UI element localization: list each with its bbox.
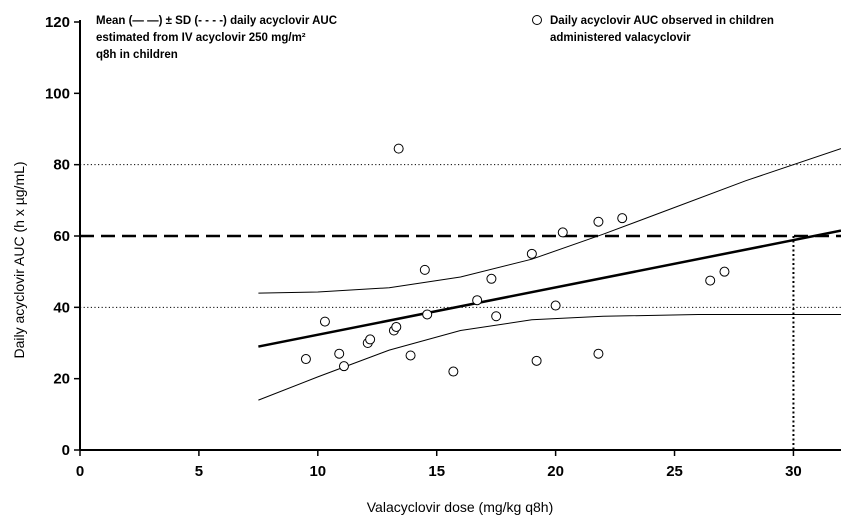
- ci-upper-curve: [258, 148, 841, 294]
- data-point: [405, 350, 416, 361]
- data-point: [705, 275, 716, 286]
- data-point: [338, 361, 349, 372]
- ci-lower-curve: [258, 314, 841, 401]
- annotation-left-line2: estimated from IV acyclovir 250 mg/m²: [96, 32, 306, 44]
- y-tick-label: 60: [53, 228, 70, 245]
- data-point: [319, 316, 330, 327]
- annotation-left-line1: Mean (— —) ± SD (- - - -) daily acyclovi…: [96, 15, 337, 27]
- y-tick-label: 120: [45, 14, 70, 31]
- y-axis-title: Daily acyclovir AUC (h x µg/mL): [11, 161, 27, 358]
- tick-labels: 0 20 40 60 80 100 120 0 5 10 15 20 25 30: [45, 14, 802, 480]
- reference-lines: [80, 164, 841, 450]
- x-tick-label: 20: [547, 463, 564, 480]
- data-point: [334, 348, 345, 359]
- data-point: [486, 273, 497, 284]
- data-point: [526, 248, 537, 259]
- data-point: [593, 216, 604, 227]
- y-tick-label: 100: [45, 85, 70, 102]
- x-axis-title: Valacyclovir dose (mg/kg q8h): [367, 499, 553, 515]
- curves: [258, 148, 841, 401]
- data-point: [422, 309, 433, 320]
- y-tick-label: 80: [53, 157, 70, 174]
- data-points: [300, 143, 730, 377]
- data-point: [531, 355, 542, 366]
- data-point: [472, 295, 483, 306]
- data-point: [593, 348, 604, 359]
- data-point: [448, 366, 459, 377]
- regression-line: [258, 229, 841, 348]
- data-point: [550, 300, 561, 311]
- data-point: [393, 143, 404, 154]
- x-tick-label: 30: [785, 463, 802, 480]
- data-point: [719, 266, 730, 277]
- y-tick-label: 40: [53, 299, 70, 316]
- data-point: [391, 321, 402, 332]
- x-tick-label: 0: [76, 463, 84, 480]
- data-point: [557, 227, 568, 238]
- x-tick-label: 15: [428, 463, 445, 480]
- y-tick-label: 20: [53, 371, 70, 388]
- data-point: [419, 264, 430, 275]
- data-point: [491, 311, 502, 322]
- annotation-right-line2: administered valacyclovir: [550, 32, 691, 44]
- data-point: [365, 334, 376, 345]
- data-point: [617, 213, 628, 224]
- axes: [74, 20, 841, 456]
- data-point: [300, 354, 311, 365]
- x-tick-label: 10: [309, 463, 326, 480]
- annotation-left-line3: q8h in children: [96, 49, 178, 61]
- y-tick-label: 0: [62, 442, 70, 459]
- annotation-right-line1: Daily acyclovir AUC observed in children: [550, 15, 774, 27]
- x-tick-label: 25: [666, 463, 683, 480]
- legend-open-circle-icon: [532, 15, 542, 25]
- x-tick-label: 5: [195, 463, 203, 480]
